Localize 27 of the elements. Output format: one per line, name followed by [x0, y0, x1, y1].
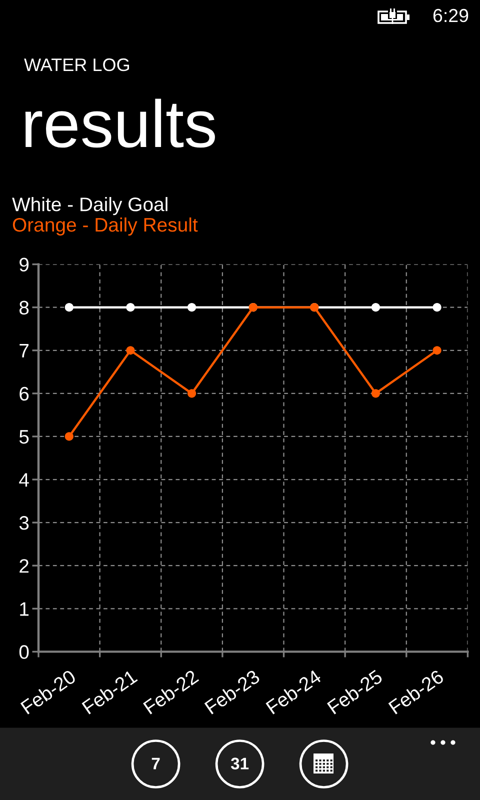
- point: [371, 303, 380, 312]
- point: [187, 303, 196, 312]
- y-tick-label: 0: [19, 645, 29, 659]
- y-tick-label: 8: [20, 300, 29, 315]
- point: [371, 389, 380, 398]
- text: White - Daily Goal: [12, 197, 168, 216]
- point: [64, 432, 74, 441]
- text: 6:29: [433, 8, 468, 22]
- point: [432, 346, 442, 355]
- point: [187, 389, 196, 398]
- text: 31: [230, 758, 249, 770]
- point: [126, 303, 135, 312]
- point: [126, 346, 135, 355]
- text: Orange - Daily Result: [12, 217, 198, 236]
- y-tick-label: 7: [20, 344, 28, 358]
- chart-subtitle: results: [25, 98, 215, 148]
- chart-title: WATER LOG: [24, 58, 129, 72]
- y-tick-label: 9: [20, 258, 29, 272]
- y-tick-label: 2: [20, 559, 28, 573]
- y-tick-label: 4: [19, 473, 29, 487]
- y-tick-label: 1: [20, 602, 29, 616]
- point: [432, 303, 442, 312]
- point: [64, 303, 74, 312]
- y-tick-label: 3: [19, 516, 29, 530]
- y-tick-label: 5: [19, 430, 29, 444]
- y-tick-label: 6: [20, 386, 29, 401]
- text: 7: [152, 758, 160, 770]
